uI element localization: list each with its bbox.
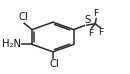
Text: Cl: Cl — [49, 59, 59, 69]
Text: F: F — [89, 29, 94, 38]
Text: H₂N: H₂N — [2, 39, 21, 49]
Text: F: F — [98, 28, 103, 37]
Text: F: F — [94, 9, 99, 18]
Text: S: S — [85, 15, 91, 25]
Text: Cl: Cl — [19, 12, 28, 22]
